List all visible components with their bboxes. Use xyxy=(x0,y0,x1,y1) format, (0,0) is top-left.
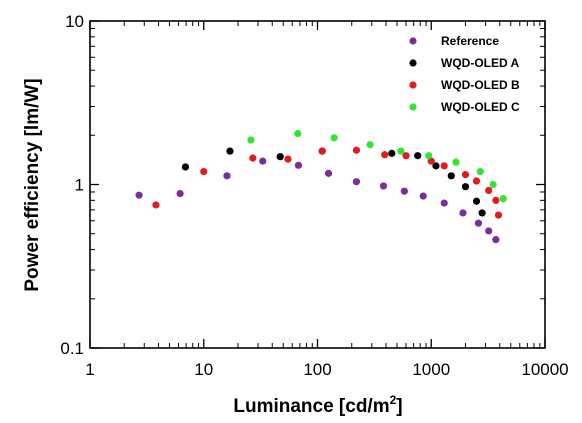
data-point xyxy=(440,162,448,170)
legend-label: WQD-OLED B xyxy=(441,78,520,92)
data-point xyxy=(494,211,503,219)
data-point xyxy=(425,152,433,160)
series-group xyxy=(247,129,507,203)
data-point xyxy=(485,186,493,195)
legend-label: Reference xyxy=(441,34,499,48)
legend-marker xyxy=(409,37,417,45)
data-point xyxy=(461,170,470,179)
y-tick-label: 1 xyxy=(75,176,84,195)
x-axis-title-superscript: 2 xyxy=(390,393,397,407)
data-point xyxy=(181,163,190,171)
data-point xyxy=(402,152,410,160)
data-point xyxy=(472,197,481,205)
data-point xyxy=(440,199,448,207)
data-point xyxy=(492,196,500,204)
data-point xyxy=(499,194,507,203)
data-point xyxy=(352,146,361,154)
data-point xyxy=(284,155,292,163)
x-axis-title-end: ] xyxy=(396,396,402,417)
data-point xyxy=(432,162,440,170)
legend-marker xyxy=(409,103,417,111)
data-point xyxy=(324,169,333,177)
data-series xyxy=(135,129,507,244)
legend-marker xyxy=(409,81,417,89)
x-tick-label: 100 xyxy=(303,360,331,379)
y-axis-title: Power efficiency [lm/W] xyxy=(22,78,43,291)
axis-ticks xyxy=(89,20,546,349)
data-point xyxy=(427,157,435,165)
data-point xyxy=(397,147,405,155)
legend-label: WQD-OLED A xyxy=(441,56,520,70)
data-point xyxy=(414,152,422,160)
data-point xyxy=(379,182,388,190)
x-tick-label: 1000 xyxy=(412,360,450,379)
data-point xyxy=(152,201,160,209)
data-point xyxy=(226,147,234,155)
data-point xyxy=(200,167,208,176)
legend-marker xyxy=(409,59,417,67)
data-point xyxy=(419,192,427,200)
series-group xyxy=(181,147,486,217)
data-point xyxy=(400,187,408,195)
data-point xyxy=(485,227,493,235)
data-point xyxy=(259,157,267,165)
x-axis-title: Luminance [cd/m2] xyxy=(233,393,402,417)
data-point xyxy=(492,236,500,244)
data-point xyxy=(459,209,467,217)
data-point xyxy=(388,149,396,157)
data-point xyxy=(176,189,184,198)
data-point xyxy=(318,147,326,155)
data-point xyxy=(476,167,484,176)
data-point xyxy=(247,136,255,144)
data-point xyxy=(447,172,455,180)
data-point xyxy=(294,129,302,138)
series-group xyxy=(152,146,503,219)
x-tick-label: 10 xyxy=(194,360,213,379)
data-point xyxy=(249,154,257,162)
series-group xyxy=(135,157,500,244)
data-point xyxy=(366,141,374,149)
data-point xyxy=(381,151,389,159)
data-point xyxy=(474,219,483,227)
y-tick-label: 10 xyxy=(65,12,84,31)
y-tick-label: 0.1 xyxy=(60,339,84,358)
legend-label: WQD-OLED C xyxy=(441,100,520,114)
data-point xyxy=(276,153,284,161)
x-tick-label: 10000 xyxy=(521,360,568,379)
data-point xyxy=(489,180,497,189)
x-tick-label: 1 xyxy=(85,360,94,379)
data-point xyxy=(352,178,361,186)
data-point xyxy=(452,158,460,166)
data-point xyxy=(461,183,470,191)
x-axis-title-main: Luminance [cd/m xyxy=(233,396,389,417)
data-point xyxy=(472,177,481,185)
legend: Reference WQD-OLED A WQD-OLED B WQD-OLED C xyxy=(409,34,520,114)
data-point xyxy=(294,161,303,169)
data-point xyxy=(478,209,486,217)
data-point xyxy=(330,134,338,142)
data-point xyxy=(135,191,143,199)
data-point xyxy=(223,172,231,180)
